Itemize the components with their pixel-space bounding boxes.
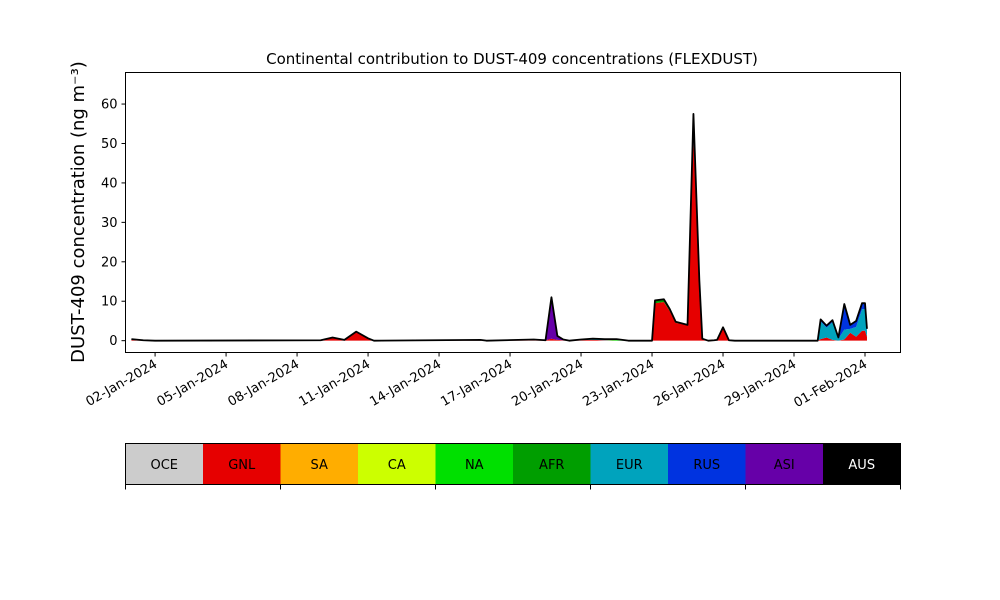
y-tick-label: 40 xyxy=(101,176,118,191)
y-tick-label: 60 xyxy=(101,98,118,113)
chart-title: Continental contribution to DUST-409 con… xyxy=(266,50,758,68)
area-na xyxy=(131,135,867,341)
area-series-layer xyxy=(131,113,867,341)
legend-swatch-oce xyxy=(125,443,204,485)
y-axis-ticks: 0 10 20 30 40 50 60 xyxy=(101,98,126,349)
legend-label-oce: OCE xyxy=(150,458,178,473)
legend-label-ca: CA xyxy=(388,458,406,473)
legend-label-sa: SA xyxy=(311,458,328,473)
legend-swatch-rus xyxy=(668,443,746,485)
area-afr xyxy=(131,133,867,341)
color-legend-bar: OCE GNL SA CA NA AFR EUR RUS ASI AUS xyxy=(125,443,901,490)
x-tick-label: 23-Jan-2024 xyxy=(580,357,657,410)
x-tick-label: 08-Jan-2024 xyxy=(226,357,303,410)
legend-label-na: NA xyxy=(465,458,484,473)
x-axis-ticks: 02-Jan-202405-Jan-202408-Jan-202411-Jan-… xyxy=(84,352,870,411)
y-tick-label: 0 xyxy=(109,334,117,349)
legend-swatch-sa xyxy=(280,443,359,485)
y-tick-label: 10 xyxy=(101,295,118,310)
plot-area-frame xyxy=(125,72,901,353)
legend-label-gnl: GNL xyxy=(228,458,256,473)
x-tick-label: 26-Jan-2024 xyxy=(651,357,728,410)
area-asi xyxy=(131,113,867,341)
legend-swatch-gnl xyxy=(203,443,281,485)
legend-swatch-aus xyxy=(823,443,901,485)
x-tick-label: 02-Jan-2024 xyxy=(84,357,161,410)
legend-swatch-asi xyxy=(745,443,824,485)
legend-label-eur: EUR xyxy=(616,458,643,473)
total-outline-line xyxy=(131,113,868,342)
y-axis-label: DUST-409 concentration (ng m⁻³) xyxy=(68,61,89,363)
y-tick-label: 20 xyxy=(101,255,118,270)
legend-label-afr: AFR xyxy=(539,458,564,473)
y-tick-label: 30 xyxy=(101,216,118,231)
x-tick-label: 11-Jan-2024 xyxy=(297,357,374,410)
y-tick-label: 50 xyxy=(101,137,118,152)
legend-label-rus: RUS xyxy=(693,458,720,473)
legend-frame xyxy=(125,443,901,485)
x-tick-label: 14-Jan-2024 xyxy=(367,357,444,410)
legend-swatch-ca xyxy=(358,443,436,485)
x-tick-label: 01-Feb-2024 xyxy=(791,357,870,411)
legend-label-asi: ASI xyxy=(774,458,795,473)
area-gnl xyxy=(131,135,867,341)
x-tick-label: 29-Jan-2024 xyxy=(722,357,799,410)
legend-swatch-na xyxy=(435,443,514,485)
area-eur xyxy=(131,133,867,341)
area-rus xyxy=(131,113,867,341)
legend-label-aus: AUS xyxy=(848,458,875,473)
legend-swatch-afr xyxy=(513,443,591,485)
x-tick-label: 17-Jan-2024 xyxy=(438,357,515,410)
x-tick-label: 20-Jan-2024 xyxy=(509,357,586,410)
x-tick-label: 05-Jan-2024 xyxy=(155,357,232,410)
legend-swatch-eur xyxy=(590,443,669,485)
